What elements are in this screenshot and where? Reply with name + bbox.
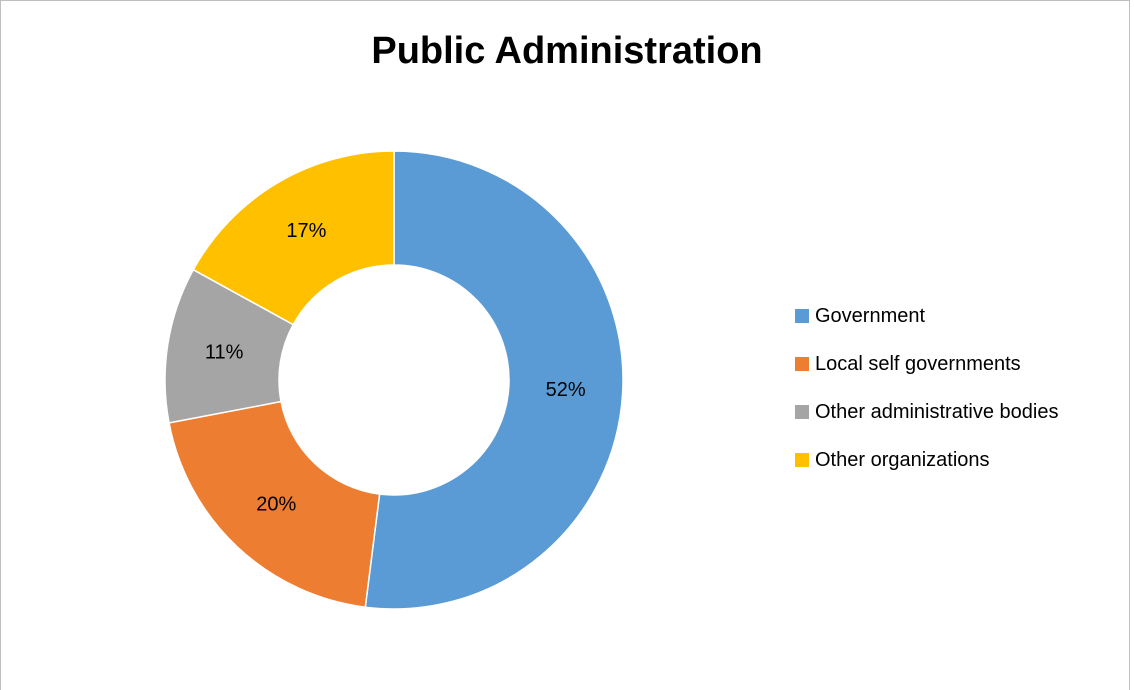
legend-label: Other organizations: [815, 448, 990, 471]
legend-item-other-administrative-bodies: Other administrative bodies: [795, 388, 1058, 436]
data-label: 52%: [546, 379, 586, 401]
legend-item-government: Government: [795, 292, 1058, 340]
legend: Government Local self governments Other …: [795, 292, 1058, 484]
slice-local-self-governments: [168, 400, 381, 609]
chart-title: Public Administration: [371, 30, 763, 72]
data-label: 11%: [205, 341, 244, 363]
legend-label: Other administrative bodies: [815, 400, 1059, 423]
legend-label: Government: [815, 304, 926, 327]
legend-swatch-other-organizations: [795, 453, 809, 467]
legend-label: Local self governments: [815, 352, 1021, 375]
data-label: 17%: [286, 220, 326, 242]
slice-government: [364, 150, 624, 610]
legend-swatch-other-administrative-bodies: [795, 405, 809, 419]
slice-other-organizations: [192, 150, 395, 326]
data-label: 20%: [256, 494, 296, 516]
donut-chart: 52% 20% 11% 17%: [164, 150, 624, 610]
legend-swatch-government: [795, 309, 809, 323]
legend-item-other-organizations: Other organizations: [795, 436, 1058, 484]
legend-swatch-local-self-governments: [795, 357, 809, 371]
legend-item-local-self-governments: Local self governments: [795, 340, 1058, 388]
